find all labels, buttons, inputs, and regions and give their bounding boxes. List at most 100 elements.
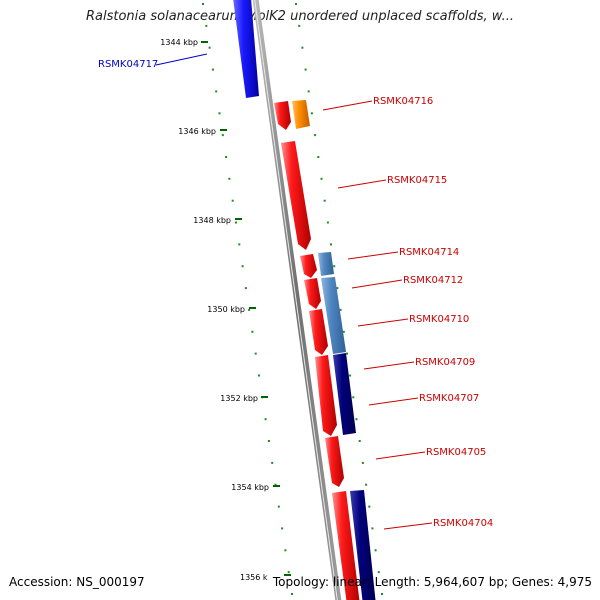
guide-dot <box>287 571 290 574</box>
gene-RSMK04709[interactable] <box>315 355 337 436</box>
svg-text:1356 k: 1356 k <box>240 573 268 582</box>
map-title: Ralstonia solanacearum MolK2 unordered u… <box>85 9 514 24</box>
tick-1348: 1348 kbp <box>193 216 242 225</box>
guide-dot <box>225 156 228 158</box>
guide-dot <box>377 571 380 574</box>
label-RSMK04707[interactable]: RSMK04707 <box>419 393 479 404</box>
guide-dot <box>291 593 293 595</box>
label-RSMK04714[interactable]: RSMK04714 <box>399 247 459 258</box>
guide-dot <box>365 483 368 486</box>
guide-dot <box>336 287 339 290</box>
gene-RSMK04709-navy[interactable] <box>333 353 356 435</box>
label-leaders <box>155 53 433 530</box>
tick-1350: 1350 kbp <box>207 305 256 314</box>
guide-dot <box>251 330 254 333</box>
tick-1344: 1344 kbp <box>160 38 208 47</box>
gene-features <box>233 0 376 600</box>
guide-dot <box>317 156 320 158</box>
svg-text:1346 kbp: 1346 kbp <box>178 127 216 136</box>
guide-dot <box>228 177 231 180</box>
svg-text:1352 kbp: 1352 kbp <box>220 394 258 403</box>
tick-1346: 1346 kbp <box>178 127 227 136</box>
scale-ticks: 1344 kbp 1346 kbp 1348 kbp 1350 kbp 1352… <box>160 38 291 582</box>
gene-RSMK04712[interactable] <box>304 278 321 309</box>
svg-text:1350 kbp: 1350 kbp <box>207 305 245 314</box>
guide-dot <box>231 199 234 202</box>
guide-dot <box>221 134 224 137</box>
gene-RSMK04717[interactable] <box>233 0 259 98</box>
topology-summary: Topology: linear; Length: 5,964,607 bp; … <box>272 575 592 589</box>
guide-dot <box>298 24 301 27</box>
gene-RSMK04716[interactable] <box>274 101 291 130</box>
guide-dot <box>241 265 244 268</box>
guide-dot <box>326 221 329 224</box>
guide-dot <box>310 112 313 115</box>
guide-dot <box>215 90 218 93</box>
guide-dot <box>281 527 284 530</box>
guide-dot <box>301 46 304 49</box>
guide-dot <box>320 177 323 180</box>
gene-RSMK04716-orange[interactable] <box>292 100 310 129</box>
guide-dot <box>323 199 326 202</box>
guide-dot <box>235 221 237 224</box>
guide-dot <box>264 418 267 421</box>
label-RSMK04705[interactable]: RSMK04705 <box>426 447 486 458</box>
gene-RSMK04715[interactable] <box>281 141 311 250</box>
guide-dot <box>358 440 361 442</box>
gene-labels: RSMK04717 RSMK04716 RSMK04715 RSMK04714 … <box>98 59 493 529</box>
label-RSMK04717[interactable]: RSMK04717 <box>98 59 158 70</box>
guide-dot <box>248 308 251 311</box>
guide-dot <box>330 243 332 246</box>
guide-dot <box>333 265 336 268</box>
guide-dot <box>205 24 208 27</box>
guide-dot <box>346 352 348 355</box>
guide-dot <box>355 418 358 421</box>
guide-dot <box>254 352 257 355</box>
guide-dot <box>374 549 377 552</box>
outer-dotted-guide <box>295 3 383 595</box>
guide-dot <box>381 593 383 595</box>
gene-RSMK04714-steel[interactable] <box>318 252 334 276</box>
guide-dot <box>307 90 310 93</box>
tick-1352: 1352 kbp <box>220 394 268 403</box>
label-RSMK04704[interactable]: RSMK04704 <box>433 518 493 529</box>
gene-RSMK04710[interactable] <box>309 309 328 355</box>
guide-dot <box>271 461 274 464</box>
guide-dot <box>208 46 211 49</box>
label-RSMK04716[interactable]: RSMK04716 <box>373 96 433 107</box>
guide-dot <box>295 3 297 5</box>
svg-text:1348 kbp: 1348 kbp <box>193 216 231 225</box>
gene-RSMK04714[interactable] <box>300 254 317 278</box>
gene-RSMK04704-navy[interactable] <box>350 490 376 600</box>
guide-dot <box>304 68 307 71</box>
guide-dot <box>267 440 270 442</box>
guide-dot <box>277 505 280 508</box>
label-RSMK04710[interactable]: RSMK04710 <box>409 314 469 325</box>
guide-dot <box>368 505 371 508</box>
svg-text:1354 kbp: 1354 kbp <box>231 483 269 492</box>
guide-dot <box>361 461 364 464</box>
guide-dot <box>258 374 260 377</box>
guide-dot <box>218 112 221 115</box>
label-RSMK04709[interactable]: RSMK04709 <box>415 357 475 368</box>
guide-dot <box>244 287 247 290</box>
guide-dot <box>342 330 345 333</box>
gene-RSMK04712-steel[interactable] <box>321 277 346 354</box>
guide-dot <box>238 243 241 246</box>
tick-1354: 1354 kbp <box>231 483 280 492</box>
svg-text:1344 kbp: 1344 kbp <box>160 38 198 47</box>
guide-dot <box>211 68 214 71</box>
guide-dot <box>274 483 277 486</box>
guide-dot <box>371 527 374 530</box>
guide-dot <box>314 134 317 137</box>
guide-dot <box>284 549 287 552</box>
gene-RSMK04704[interactable] <box>332 491 360 600</box>
guide-dot <box>202 3 204 5</box>
accession-text: Accession: NS_000197 <box>9 575 145 589</box>
guide-dot <box>349 374 352 377</box>
label-RSMK04715[interactable]: RSMK04715 <box>387 175 447 186</box>
guide-dot <box>339 308 342 311</box>
label-RSMK04712[interactable]: RSMK04712 <box>403 275 463 286</box>
gene-RSMK04705[interactable] <box>325 436 344 487</box>
